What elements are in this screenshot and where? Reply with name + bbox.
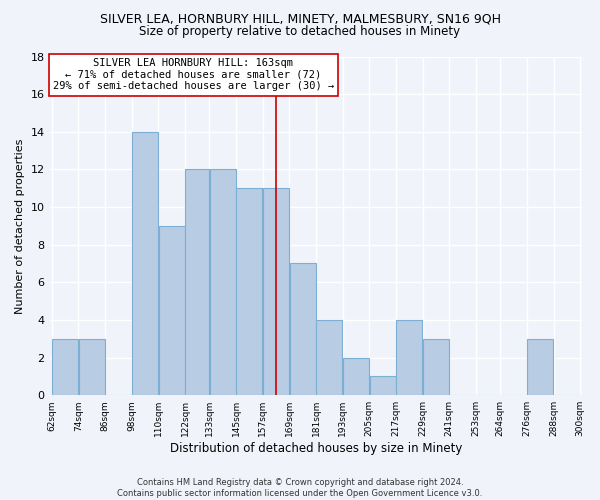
Y-axis label: Number of detached properties: Number of detached properties xyxy=(15,138,25,314)
Bar xyxy=(396,320,422,395)
Text: Contains HM Land Registry data © Crown copyright and database right 2024.
Contai: Contains HM Land Registry data © Crown c… xyxy=(118,478,482,498)
Bar xyxy=(370,376,395,395)
Bar xyxy=(185,170,209,395)
Bar xyxy=(290,264,316,395)
Bar xyxy=(527,339,553,395)
Bar xyxy=(52,339,78,395)
Bar xyxy=(158,226,185,395)
X-axis label: Distribution of detached houses by size in Minety: Distribution of detached houses by size … xyxy=(170,442,462,455)
Bar xyxy=(263,188,289,395)
Text: Size of property relative to detached houses in Minety: Size of property relative to detached ho… xyxy=(139,25,461,38)
Text: SILVER LEA, HORNBURY HILL, MINETY, MALMESBURY, SN16 9QH: SILVER LEA, HORNBURY HILL, MINETY, MALME… xyxy=(100,12,500,26)
Bar xyxy=(423,339,449,395)
Text: SILVER LEA HORNBURY HILL: 163sqm
← 71% of detached houses are smaller (72)
29% o: SILVER LEA HORNBURY HILL: 163sqm ← 71% o… xyxy=(53,58,334,92)
Bar xyxy=(316,320,343,395)
Bar xyxy=(236,188,262,395)
Bar xyxy=(343,358,369,395)
Bar xyxy=(209,170,236,395)
Bar xyxy=(132,132,158,395)
Bar xyxy=(79,339,105,395)
